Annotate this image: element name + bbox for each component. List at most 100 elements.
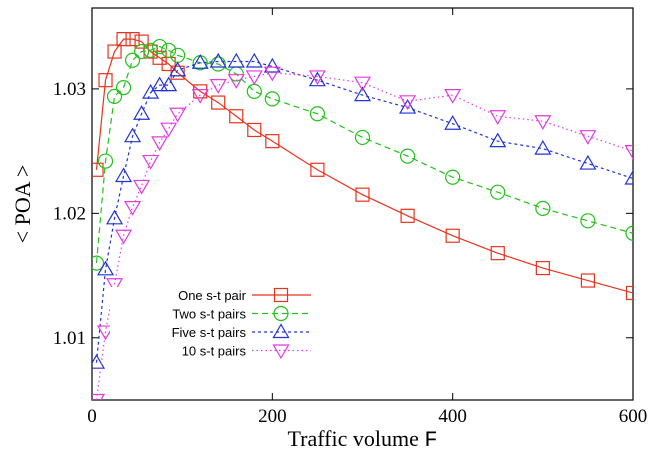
- x-axis-label-symbol: F: [424, 428, 437, 453]
- data-point: [133, 179, 151, 195]
- series-3: [92, 52, 633, 369]
- data-point: [116, 32, 131, 47]
- data-point: [229, 109, 244, 124]
- data-point: [151, 136, 169, 152]
- data-point: [399, 148, 416, 164]
- data-point: [151, 76, 169, 92]
- data-point: [124, 201, 142, 216]
- series-layer: [92, 32, 633, 400]
- data-point: [625, 285, 633, 301]
- data-point: [115, 229, 133, 245]
- data-point: [445, 169, 461, 185]
- data-point: [115, 167, 133, 183]
- data-point: [152, 38, 168, 55]
- data-point: [227, 74, 245, 89]
- legend-marker: [273, 305, 289, 322]
- data-point: [245, 52, 263, 68]
- data-point: [142, 154, 160, 170]
- series-4: [92, 66, 633, 400]
- y-tick-label: 1.01: [53, 328, 86, 349]
- data-point: [227, 52, 245, 68]
- data-point: [92, 255, 105, 271]
- data-point: [209, 79, 227, 94]
- data-point: [143, 42, 159, 58]
- data-point: [211, 95, 226, 110]
- data-point: [92, 162, 104, 177]
- x-tick-label: 0: [87, 406, 97, 427]
- x-tick-label: 600: [619, 406, 648, 427]
- data-point: [115, 80, 132, 96]
- legend-entry-label: Five s-t pairs: [172, 325, 247, 340]
- data-point: [308, 71, 326, 87]
- data-point: [96, 325, 115, 341]
- data-point: [96, 260, 115, 276]
- data-point: [170, 65, 185, 80]
- data-point: [124, 52, 141, 68]
- x-tick-label: 400: [438, 406, 467, 427]
- y-axis-label: < POA >: [10, 165, 35, 244]
- data-point: [264, 91, 280, 107]
- data-point: [444, 115, 462, 130]
- data-point: [624, 145, 633, 160]
- data-point: [400, 208, 415, 223]
- legend: One s-t pair Two s-t pairs Five s-t pairs 1…: [110, 287, 320, 369]
- data-point: [535, 200, 551, 216]
- data-point: [191, 54, 209, 69]
- data-point: [490, 184, 506, 200]
- data-point: [263, 57, 281, 73]
- data-point: [354, 129, 371, 146]
- data-point: [245, 70, 263, 86]
- data-point: [535, 260, 550, 276]
- data-point: [160, 76, 178, 92]
- data-point: [579, 154, 597, 170]
- data-point: [142, 83, 160, 99]
- data-point: [265, 134, 280, 149]
- data-point: [624, 169, 633, 185]
- legend-entry-label: Two s-t pairs: [172, 307, 246, 322]
- data-point: [160, 122, 178, 138]
- data-point: [92, 393, 106, 400]
- data-point: [106, 88, 123, 104]
- data-point: [399, 98, 417, 114]
- data-point: [247, 122, 262, 138]
- data-point: [355, 187, 370, 202]
- data-point: [169, 107, 187, 123]
- data-point: [133, 105, 151, 120]
- data-point: [124, 127, 142, 143]
- series-line: [95, 72, 633, 400]
- data-point: [490, 246, 505, 261]
- legend-entry-label: 10 s-t pairs: [182, 344, 247, 359]
- axis-ticks: [91, 8, 634, 400]
- axis-tick-labels: 0 200 400 600 1.01 1.02 1.03: [53, 79, 648, 427]
- data-point: [209, 52, 227, 68]
- data-point: [445, 228, 460, 243]
- data-point: [353, 86, 372, 102]
- data-point: [308, 70, 326, 86]
- data-point: [534, 139, 552, 155]
- data-point: [263, 66, 281, 82]
- series-2: [92, 38, 633, 271]
- plot-frame: [91, 7, 634, 401]
- data-point: [580, 213, 596, 229]
- x-tick-label: 200: [258, 406, 287, 427]
- data-point: [310, 162, 325, 177]
- x-axis-label-text: Traffic volume: [287, 426, 424, 451]
- series-line: [95, 45, 633, 264]
- x-axis-label: Traffic volume F: [287, 426, 437, 453]
- data-point: [534, 115, 552, 130]
- data-point: [444, 89, 462, 104]
- legend-marker: [273, 287, 289, 303]
- data-point: [625, 225, 633, 241]
- data-point: [97, 153, 114, 169]
- data-point: [125, 32, 140, 47]
- data-point: [489, 110, 507, 125]
- legend-marker: [272, 344, 290, 360]
- data-point: [92, 353, 106, 369]
- data-point: [134, 34, 149, 49]
- y-tick-label: 1.03: [53, 79, 86, 100]
- data-point: [169, 61, 187, 77]
- data-point: [580, 273, 596, 288]
- data-point: [353, 76, 372, 92]
- data-point: [133, 43, 150, 60]
